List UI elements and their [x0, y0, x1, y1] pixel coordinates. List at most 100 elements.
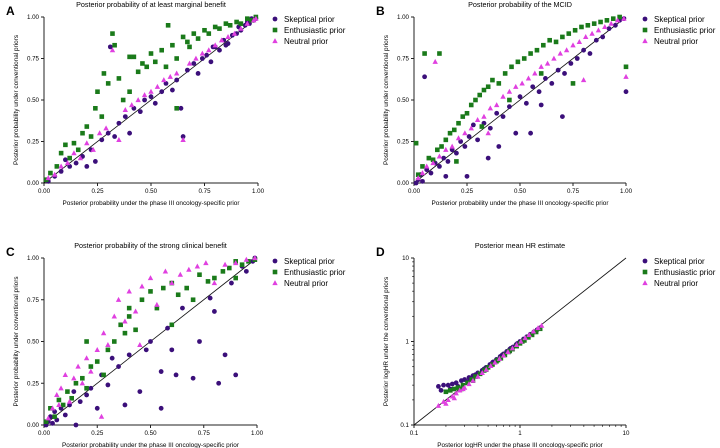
data-point — [194, 263, 201, 269]
data-point — [538, 322, 545, 328]
y-axis-label: Posterior probability under conventional… — [13, 35, 20, 165]
data-point — [447, 130, 453, 136]
data-point — [415, 172, 421, 177]
data-point — [133, 327, 138, 333]
data-point — [462, 144, 468, 149]
data-point — [534, 47, 540, 53]
data-point — [139, 283, 145, 289]
data-point — [438, 387, 444, 393]
legend-marker — [642, 27, 648, 33]
data-point — [45, 415, 51, 421]
data-point — [105, 341, 111, 347]
data-point — [161, 77, 167, 83]
data-point — [56, 402, 62, 408]
legend-label: Enthusiastic prior — [654, 268, 716, 277]
data-point — [227, 23, 233, 28]
data-point — [107, 44, 113, 50]
data-point — [591, 21, 597, 26]
data-point — [222, 352, 228, 358]
data-point — [94, 405, 100, 411]
data-point — [203, 260, 209, 266]
data-point — [245, 16, 250, 21]
data-point — [430, 160, 436, 166]
data-point — [440, 398, 447, 404]
data-point — [159, 47, 164, 53]
data-point — [101, 372, 106, 378]
data-point — [225, 34, 231, 40]
data-point — [623, 64, 629, 70]
data-point — [127, 89, 132, 94]
data-point — [112, 134, 118, 139]
data-point — [158, 405, 164, 411]
data-point — [487, 105, 494, 111]
data-point — [488, 363, 494, 369]
data-point — [84, 392, 89, 398]
data-point — [220, 269, 226, 274]
data-point — [174, 106, 179, 111]
data-point — [465, 380, 470, 386]
y-tick-label: 0.1 — [400, 422, 409, 429]
data-point — [162, 268, 169, 274]
data-point — [169, 322, 175, 328]
data-point — [154, 301, 160, 307]
data-point — [419, 170, 426, 176]
data-point — [453, 380, 459, 386]
series-square — [43, 14, 259, 182]
x-axis-label: Posterior probability under the phase II… — [432, 200, 610, 207]
data-point — [441, 382, 446, 388]
x-tick-label: 0.50 — [514, 188, 527, 195]
legend-label: Enthusiastic prior — [284, 26, 346, 35]
data-point — [623, 73, 629, 79]
y-tick-label: 0.50 — [27, 339, 40, 346]
data-point — [551, 55, 557, 61]
y-tick-label: 0.75 — [27, 297, 40, 304]
data-point — [43, 419, 49, 424]
data-point — [507, 97, 512, 103]
data-point — [593, 37, 599, 43]
series-triangle — [415, 15, 629, 181]
data-point — [54, 392, 60, 398]
data-point — [84, 385, 89, 391]
data-point — [568, 61, 574, 66]
data-point — [177, 271, 184, 277]
y-tick-label: 0.25 — [27, 380, 40, 387]
data-point — [455, 135, 462, 141]
data-point — [180, 305, 185, 311]
data-point — [217, 26, 222, 31]
data-point — [223, 21, 229, 26]
data-point — [485, 155, 491, 161]
data-point — [207, 295, 213, 301]
data-point — [193, 55, 199, 61]
data-point — [481, 87, 487, 93]
data-point — [623, 89, 629, 95]
data-point — [574, 56, 580, 61]
y-tick-label: 0.25 — [397, 139, 410, 146]
data-point — [187, 44, 192, 50]
legend-marker — [272, 280, 278, 286]
data-point — [115, 296, 122, 302]
data-point — [212, 24, 218, 30]
data-point — [533, 329, 539, 335]
data-point — [148, 94, 154, 100]
data-point — [165, 325, 170, 331]
data-point — [48, 406, 53, 411]
data-point — [587, 51, 593, 56]
data-point — [543, 76, 548, 81]
data-point — [95, 89, 100, 94]
data-point — [477, 371, 483, 377]
data-point — [71, 140, 77, 146]
data-point — [206, 47, 212, 53]
data-point — [509, 64, 514, 70]
data-point — [454, 150, 459, 156]
x-tick-label: 1.00 — [251, 430, 264, 437]
data-point — [483, 366, 489, 372]
data-point — [456, 120, 461, 126]
data-point — [208, 59, 214, 65]
data-point — [547, 37, 552, 43]
series-triangle — [45, 15, 259, 181]
data-point — [175, 292, 181, 298]
data-point — [526, 335, 531, 340]
legend-marker — [642, 280, 648, 286]
data-point — [492, 359, 498, 365]
